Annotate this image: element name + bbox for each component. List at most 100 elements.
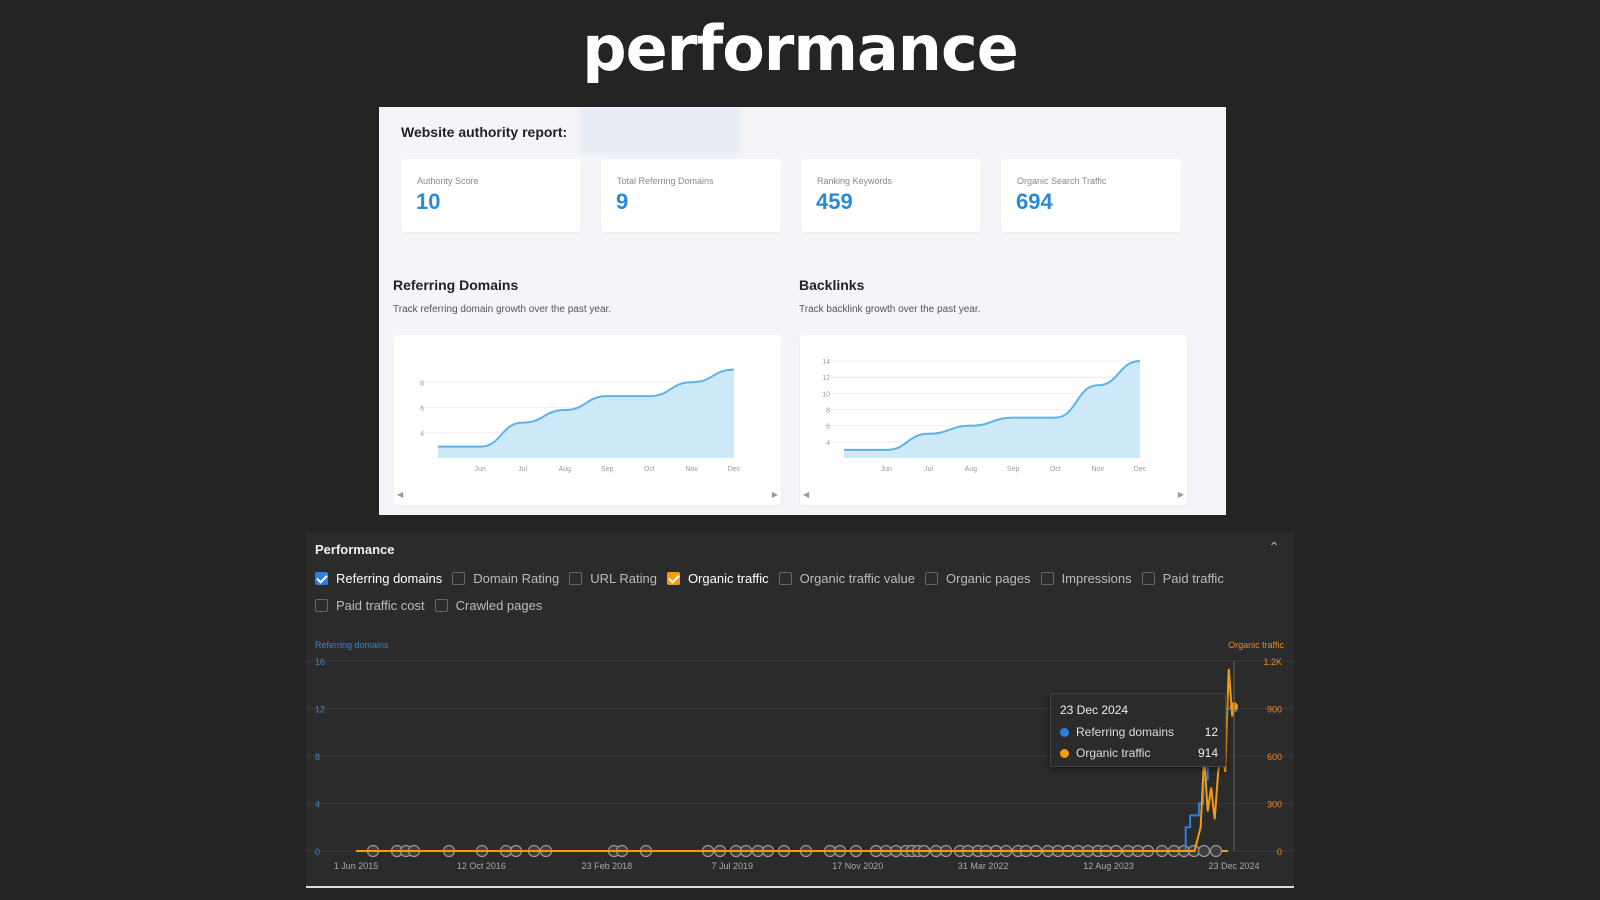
option-label: Organic pages <box>946 571 1031 586</box>
option-organic-traffic-value[interactable]: Organic traffic value <box>778 571 915 586</box>
option-label: Organic traffic <box>687 571 769 586</box>
checkbox[interactable] <box>925 572 938 585</box>
option-referring-domains[interactable]: Referring domains <box>315 571 442 586</box>
checkbox[interactable] <box>569 572 583 585</box>
scroll-left-icon[interactable]: ◀ <box>397 490 404 499</box>
checkbox[interactable] <box>452 572 466 585</box>
backlinks-svg: 4 6 8 10 12 14 Jun Jul Aug Sep Oct Nov Dec <box>822 359 1147 473</box>
metric-label: Total Referring Domains <box>617 176 714 186</box>
scroll-left-icon[interactable]: ◀ <box>803 490 810 499</box>
option-label: URL Rating <box>590 571 657 586</box>
right-y-tick: 900 <box>1267 705 1282 715</box>
series-line-right <box>356 668 1235 852</box>
left-y-tick: 0 <box>315 847 320 857</box>
checkbox[interactable] <box>1040 572 1054 585</box>
y-tick-label: 14 <box>822 359 830 366</box>
y-tick-label: 8 <box>826 408 830 415</box>
tooltip-row-organic: Organic traffic 914 <box>1060 746 1218 760</box>
x-tick-label: 17 Nov 2020 <box>832 861 883 871</box>
x-tick-label: Jun <box>475 466 486 473</box>
tooltip-label: Referring domains <box>1076 725 1175 739</box>
option-label: Crawled pages <box>455 598 543 613</box>
y-tick-label: 10 <box>822 391 830 398</box>
right-y-tick: 300 <box>1267 800 1282 810</box>
y-tick-label: 8 <box>420 380 424 387</box>
metric-label: Ranking Keywords <box>817 176 893 186</box>
y-tick-label: 6 <box>826 424 830 431</box>
x-tick-label: Jun <box>881 466 892 473</box>
slide-title: performance <box>582 12 1019 85</box>
chevron-up-icon[interactable]: ⌃ <box>1268 539 1280 555</box>
event-marker <box>1197 844 1211 858</box>
right-y-tick: 1.2K <box>1263 657 1282 667</box>
metric-value: 459 <box>816 189 853 214</box>
x-tick-label: Nov <box>1091 466 1104 473</box>
option-label: Referring domains <box>336 571 443 586</box>
authority-report-panel: Website authority report: Authority Scor… <box>379 107 1226 515</box>
x-tick-label: Nov <box>685 466 698 473</box>
referring-domains-svg: 4 6 8 Jun Jul Aug Sep Oct Nov Dec <box>420 368 741 473</box>
series-dot <box>1060 748 1069 758</box>
scroll-right-icon[interactable]: ▶ <box>771 490 778 499</box>
metric-label: Authority Score <box>417 176 479 186</box>
tooltip-value: 12 <box>1204 725 1218 739</box>
metric-card-authority-score: Authority Score 10 <box>401 159 581 232</box>
x-tick-label: 23 Feb 2018 <box>582 861 633 871</box>
option-label: Impressions <box>1061 571 1132 586</box>
series-dot <box>1060 727 1069 737</box>
option-paid-traffic-cost[interactable]: Paid traffic cost <box>315 598 425 613</box>
x-tick-label: Oct <box>1050 466 1061 473</box>
x-tick-label: 12 Aug 2023 <box>1083 861 1134 871</box>
area-line <box>438 368 735 448</box>
tooltip-label: Organic traffic <box>1076 746 1151 760</box>
checkbox[interactable] <box>315 599 328 612</box>
checkbox[interactable] <box>666 572 680 585</box>
backlinks-chart: 4 6 8 10 12 14 Jun Jul Aug Sep Oct Nov Dec ◀ ▶ <box>800 335 1187 505</box>
tooltip-value: 914 <box>1197 746 1218 760</box>
left-y-tick: 16 <box>315 657 325 667</box>
area-fill <box>438 369 734 458</box>
x-tick-label: 31 Mar 2022 <box>958 861 1009 871</box>
option-organic-pages[interactable]: Organic pages <box>925 571 1031 586</box>
option-crawled-pages[interactable]: Crawled pages <box>434 598 543 613</box>
x-tick-label: Dec <box>1134 466 1147 473</box>
y-tick-label: 12 <box>822 375 830 382</box>
x-tick-label: 7 Jul 2019 <box>712 861 754 871</box>
blurred-domain <box>579 107 741 155</box>
referring-domains-subtitle: Track referring domain growth over the p… <box>393 304 612 315</box>
area-fill <box>844 361 1140 458</box>
x-tick-label: Jul <box>924 466 933 473</box>
performance-chart[interactable]: 0 0 4 300 8 600 12 900 16 1.2K 1 Jun 2015 12 Oct 20… <box>306 533 1294 888</box>
x-tick-label: 12 Oct 2016 <box>457 861 506 871</box>
option-label: Organic traffic value <box>799 571 915 586</box>
performance-title: Performance <box>315 542 395 557</box>
metric-options-row-2: Paid traffic cost Crawled pages <box>315 598 552 613</box>
chart-tooltip: 23 Dec 2024 Referring domains 12 Organic… <box>1050 693 1226 767</box>
metric-value: 694 <box>1016 189 1053 214</box>
x-tick-label: Sep <box>1007 466 1020 473</box>
checkbox[interactable] <box>315 572 328 585</box>
scroll-right-icon[interactable]: ▶ <box>1177 490 1184 499</box>
backlinks-heading: Backlinks <box>799 277 865 293</box>
backlinks-subtitle: Track backlink growth over the past year… <box>799 304 981 315</box>
left-y-tick: 12 <box>315 705 325 715</box>
option-organic-traffic[interactable]: Organic traffic <box>666 571 769 586</box>
checkbox[interactable] <box>1141 572 1155 585</box>
checkbox[interactable] <box>778 572 792 585</box>
option-domain-rating[interactable]: Domain Rating <box>452 571 559 586</box>
left-y-tick: 4 <box>315 800 320 810</box>
left-axis-title: Referring domains <box>315 640 389 650</box>
checkbox[interactable] <box>434 599 448 612</box>
metric-label: Organic Search Traffic <box>1017 176 1107 186</box>
option-impressions[interactable]: Impressions <box>1040 571 1132 586</box>
option-url-rating[interactable]: URL Rating <box>569 571 657 586</box>
referring-domains-chart: 4 6 8 Jun Jul Aug Sep Oct Nov Dec ◀ ▶ <box>394 335 781 505</box>
x-tick-label: Sep <box>601 466 614 473</box>
x-tick-label: Dec <box>728 466 741 473</box>
x-tick-label: Jul <box>518 466 527 473</box>
right-axis-title: Organic traffic <box>1228 640 1284 650</box>
option-paid-traffic[interactable]: Paid traffic <box>1141 571 1224 586</box>
x-tick-label: Oct <box>644 466 655 473</box>
performance-panel: Performance ⌃ Referring domains Domain Ra… <box>306 533 1294 888</box>
metric-card-ranking-keywords: Ranking Keywords 459 <box>801 159 981 232</box>
